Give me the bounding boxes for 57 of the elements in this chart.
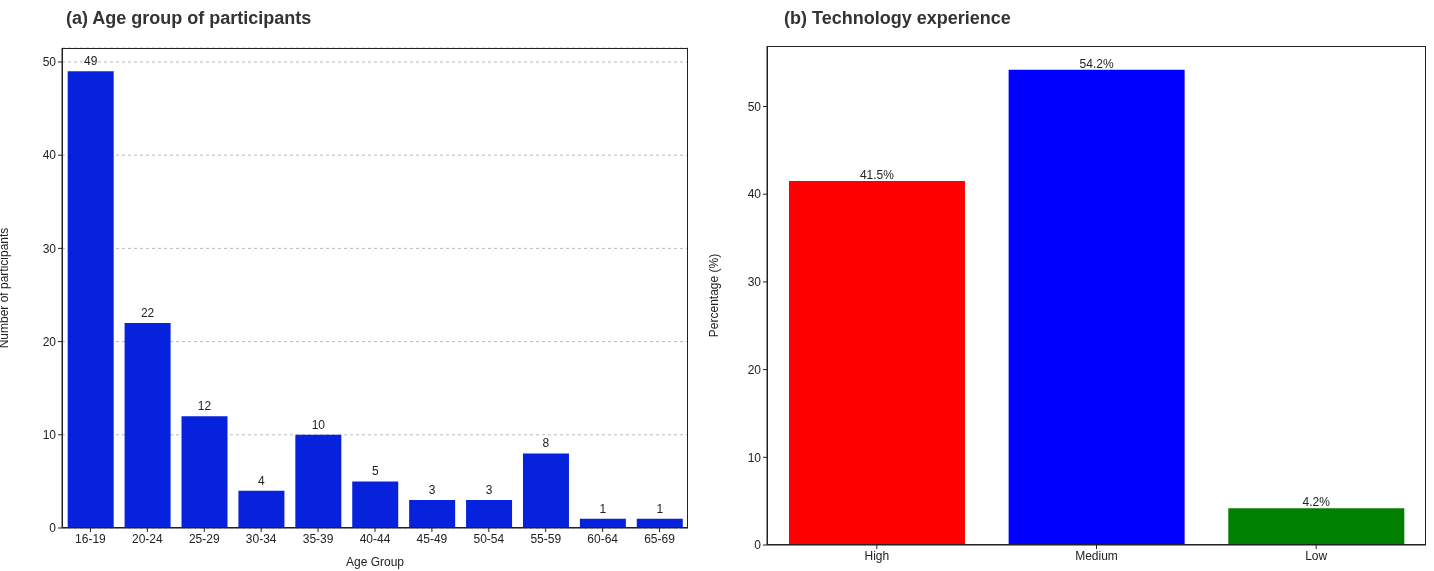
bar <box>238 490 285 528</box>
chart-title: (a) Age group of participants <box>66 8 312 29</box>
bar <box>295 434 342 528</box>
data-label: 8 <box>542 436 550 451</box>
x-tick-label: 25-29 <box>188 531 220 546</box>
data-label: 4.2% <box>1302 495 1331 510</box>
bar <box>1008 69 1185 545</box>
y-axis-title: Number of participants <box>0 227 12 349</box>
y-tick-label: 20 <box>42 334 57 349</box>
x-tick-label: 35-39 <box>302 531 334 546</box>
y-tick-label: 30 <box>42 241 57 256</box>
bar <box>522 453 569 528</box>
chart-title: (b) Technology experience <box>784 8 1011 29</box>
bar <box>124 322 171 528</box>
x-tick-label: High <box>864 548 890 563</box>
x-tick-label: 16-19 <box>75 531 107 546</box>
data-label: 54.2% <box>1079 56 1114 71</box>
x-tick-label: Medium <box>1075 548 1118 563</box>
bar <box>67 71 114 528</box>
y-tick-label: 30 <box>747 275 762 290</box>
data-label: 12 <box>197 399 212 414</box>
data-label: 10 <box>311 417 326 432</box>
x-tick-label: 55-59 <box>530 531 562 546</box>
x-axis-title: Age Group <box>345 555 405 569</box>
data-label: 3 <box>485 483 493 498</box>
y-tick-label: 10 <box>42 428 57 443</box>
y-tick-label: 20 <box>747 362 762 377</box>
data-label: 1 <box>599 501 607 516</box>
y-axis-title: Percentage (%) <box>707 253 722 338</box>
data-label: 49 <box>84 54 98 69</box>
x-tick-label: 50-54 <box>473 531 505 546</box>
bar <box>181 416 228 528</box>
y-tick-label: 40 <box>42 148 57 163</box>
y-tick-label: 10 <box>747 450 762 465</box>
x-tick-label: Low <box>1305 548 1328 563</box>
bar <box>1228 508 1405 545</box>
bar <box>466 500 513 528</box>
y-tick-label: 50 <box>747 99 762 114</box>
data-label: 41.5% <box>859 168 895 183</box>
x-tick-label: 40-44 <box>359 531 391 546</box>
y-tick-label: 50 <box>42 55 57 70</box>
bar <box>409 500 456 528</box>
x-tick-label: 60-64 <box>587 531 619 546</box>
y-tick-label: 0 <box>754 538 762 553</box>
bar <box>788 181 965 545</box>
bar <box>352 481 399 528</box>
x-tick-label: 45-49 <box>416 531 448 546</box>
y-tick-label: 0 <box>49 521 57 536</box>
x-tick-label: 20-24 <box>132 531 164 546</box>
y-tick-label: 40 <box>747 187 762 202</box>
x-tick-label: 30-34 <box>245 531 277 546</box>
data-label: 3 <box>428 483 436 498</box>
x-tick-label: 65-69 <box>644 531 676 546</box>
data-label: 5 <box>371 464 379 479</box>
data-label: 1 <box>656 501 664 516</box>
data-label: 22 <box>140 305 155 320</box>
data-label: 4 <box>258 473 266 488</box>
